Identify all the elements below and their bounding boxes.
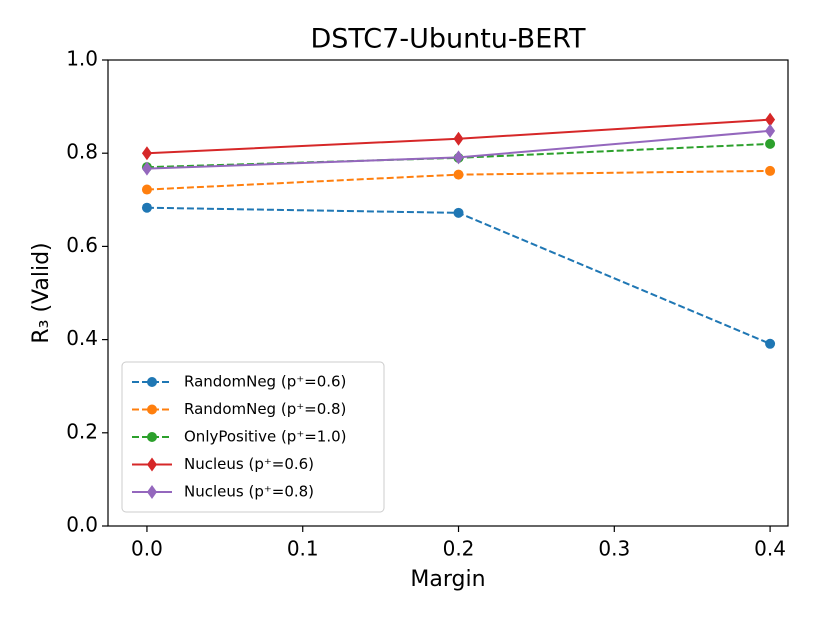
y-tick-label: 1.0 [66,47,98,71]
marker [147,457,157,472]
legend-label: RandomNeg (p⁺=0.8) [184,400,346,418]
marker [147,432,157,442]
x-tick-label: 0.2 [443,537,475,561]
marker [765,123,776,138]
marker [453,131,464,146]
marker [141,146,152,161]
y-tick-label: 0.6 [66,233,98,257]
marker [453,169,464,180]
legend-box [121,361,385,513]
y-tick-label: 0.4 [66,326,98,350]
marker [453,150,464,165]
marker [147,377,157,387]
x-tick-label: 0.4 [754,537,786,561]
legend-label: OnlyPositive (p⁺=1.0) [184,428,347,446]
marker [765,138,776,149]
y-tick-label: 0.0 [66,513,98,537]
marker [147,404,157,415]
y-tick-label: 0.2 [66,419,98,443]
y-axis-label: R₃ (Valid) [29,242,54,343]
marker [765,338,776,349]
x-tick-label: 0.1 [287,537,319,561]
plot-frame [107,59,789,527]
legend-label: Nucleus (p⁺=0.6) [184,455,314,473]
marker [765,165,776,176]
marker [453,207,464,218]
y-tick-label: 0.8 [66,140,98,164]
x-axis-label: Margin [410,567,485,592]
legend: RandomNeg (p⁺=0.6) RandomNeg (p⁺=0.8) Only… [121,361,385,513]
marker [141,202,152,213]
x-tick-label: 0.0 [131,537,163,561]
legend-label: RandomNeg (p⁺=0.6) [184,373,346,391]
legend-label: Nucleus (p⁺=0.8) [184,483,314,501]
marker [765,112,776,127]
marker [141,184,152,195]
series-line [146,206,771,345]
marker [141,161,152,176]
chart-title: DSTC7-Ubuntu-BERT [310,24,586,55]
x-tick-label: 0.3 [598,537,630,561]
marker [147,485,157,499]
